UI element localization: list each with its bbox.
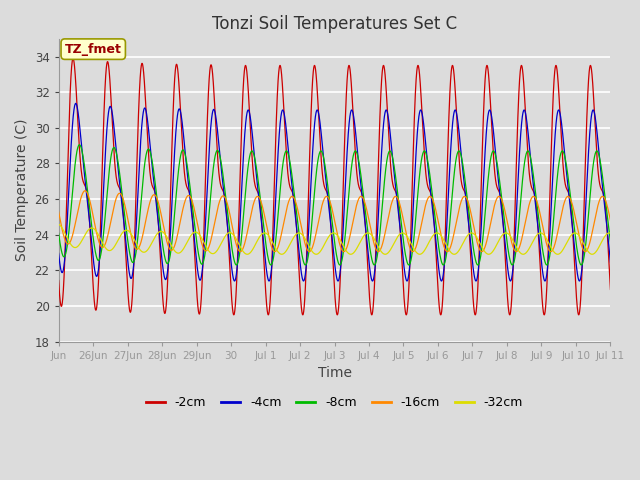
-8cm: [385, 149, 393, 155]
Line: -4cm: -4cm: [59, 103, 611, 281]
-4cm: [385, 121, 393, 127]
-8cm: [232, 262, 240, 268]
Y-axis label: Soil Temperature (C): Soil Temperature (C): [15, 119, 29, 262]
-16cm: [472, 234, 480, 240]
-2cm: [69, 56, 77, 61]
-32cm: [511, 242, 519, 248]
Line: -8cm: -8cm: [59, 145, 611, 265]
-8cm: [607, 239, 614, 245]
-4cm: [396, 219, 403, 225]
Title: Tonzi Soil Temperatures Set C: Tonzi Soil Temperatures Set C: [212, 15, 457, 33]
-32cm: [531, 236, 538, 241]
Line: -32cm: -32cm: [59, 224, 611, 254]
-32cm: [243, 252, 251, 257]
-16cm: [385, 210, 393, 216]
-4cm: [607, 259, 614, 265]
-16cm: [511, 248, 519, 254]
-32cm: [55, 221, 63, 227]
-16cm: [396, 200, 403, 206]
-2cm: [531, 192, 538, 197]
-2cm: [607, 287, 614, 292]
-4cm: [511, 233, 519, 239]
-8cm: [55, 230, 63, 236]
-32cm: [396, 232, 403, 238]
Line: -16cm: -16cm: [59, 191, 611, 252]
-32cm: [385, 249, 393, 254]
-8cm: [76, 142, 83, 148]
-8cm: [224, 215, 232, 221]
-4cm: [224, 229, 232, 235]
-2cm: [396, 217, 403, 223]
-4cm: [472, 278, 480, 284]
-2cm: [385, 140, 393, 146]
-32cm: [224, 230, 232, 236]
X-axis label: Time: Time: [317, 366, 351, 380]
Text: TZ_fmet: TZ_fmet: [65, 43, 122, 56]
-32cm: [607, 230, 614, 236]
-16cm: [607, 217, 614, 223]
-16cm: [237, 249, 244, 254]
-2cm: [55, 277, 63, 283]
Legend: -2cm, -4cm, -8cm, -16cm, -32cm: -2cm, -4cm, -8cm, -16cm, -32cm: [141, 391, 528, 414]
Line: -2cm: -2cm: [59, 59, 611, 315]
-32cm: [472, 233, 479, 239]
-2cm: [224, 234, 232, 240]
-8cm: [511, 253, 519, 259]
-4cm: [531, 192, 538, 198]
-8cm: [531, 181, 538, 187]
-8cm: [396, 206, 403, 212]
-4cm: [55, 251, 63, 256]
-16cm: [81, 188, 89, 193]
-8cm: [472, 258, 480, 264]
-16cm: [224, 204, 232, 210]
-16cm: [55, 209, 63, 215]
-2cm: [472, 311, 480, 316]
-4cm: [72, 100, 79, 106]
-4cm: [230, 278, 238, 284]
-16cm: [531, 194, 538, 200]
-2cm: [511, 199, 519, 205]
-2cm: [333, 312, 341, 318]
